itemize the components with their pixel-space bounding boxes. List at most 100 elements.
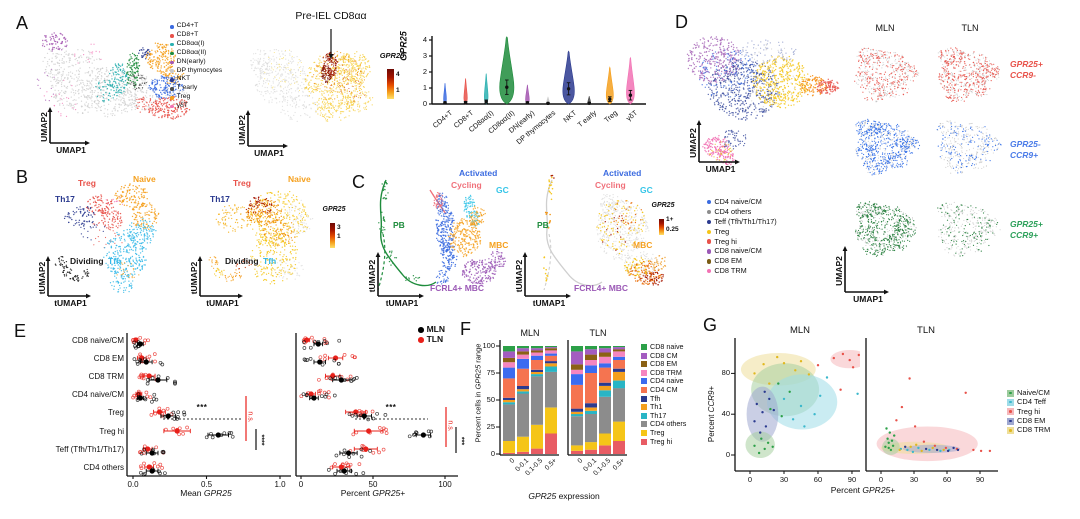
c-cluster-fcrl4-2: FCRL4+ MBC <box>574 283 629 293</box>
d-celltype-legend-item: CD4 naive/CM <box>714 196 762 206</box>
f-celltype-legend-item: CD8 EM <box>650 359 678 369</box>
a-umap-gpr25 <box>250 49 374 122</box>
g-xtick: 90 <box>847 475 857 484</box>
a-celltype-legend-marker <box>170 25 174 29</box>
g-xtick: 90 <box>975 475 985 484</box>
panel-label-e: E <box>14 321 27 341</box>
f-celltype-legend-marker <box>641 421 647 428</box>
a-celltype-legend-item: γδT <box>176 101 188 109</box>
a-umap1-axes-ylabel: UMAP2 <box>38 112 49 142</box>
e-xtick: 0.0 <box>127 480 139 489</box>
e-row-label: Treg <box>107 408 124 417</box>
g-ytick: 80 <box>721 368 730 378</box>
a-umap1-axes-xlabel: UMAP1 <box>56 145 86 155</box>
f-celltype-legend-marker <box>641 352 647 359</box>
f-celltype-legend-item: Tfh <box>650 393 661 403</box>
f-celltype-legend-item: CD4 naive <box>650 376 684 386</box>
d-celltype-legend-marker <box>707 199 712 205</box>
a-celltype-legend-marker <box>170 104 174 109</box>
g-group-legend-item: CD8 TRM <box>1017 425 1051 435</box>
a-celltype-legend-marker <box>170 69 174 74</box>
panel-label-b: B <box>16 167 29 187</box>
e-xtick: 0 <box>298 480 304 489</box>
panel-label-f: F <box>460 319 471 339</box>
a-celltype-legend-marker <box>170 60 174 65</box>
b-cluster-treg-2: Treg <box>233 178 251 188</box>
g-scatter-tln <box>865 338 998 474</box>
g-group-legend-marker <box>1007 408 1014 416</box>
e-series-legend-item: TLN <box>426 334 444 345</box>
d-celltype-legend-item: Treg <box>714 226 730 236</box>
b-tumap-clusters <box>54 183 160 294</box>
f-celltype-legend-marker <box>641 430 647 436</box>
e-xlabel: Mean GPR25 <box>180 488 232 498</box>
f-ytick: 25 <box>486 422 495 431</box>
d-col-header-tln: TLN <box>961 23 979 33</box>
c-tumap-axes-2-ylabel: tUMAP2 <box>513 259 524 293</box>
e-row-label: CD4 naive/CM <box>71 390 124 399</box>
e-series-legend-item: MLN <box>426 324 446 335</box>
f-celltype-legend-marker <box>641 378 647 385</box>
a-violin-plot: "/> <box>429 36 646 106</box>
b-tumap-axes-1 <box>45 256 91 299</box>
f-ytick: 75 <box>486 368 495 377</box>
d-celltype-legend-marker <box>707 269 712 274</box>
a-celltype-legend-item: T early <box>176 84 198 92</box>
violin-ytick: 1 <box>422 83 427 92</box>
f-celltype-legend-item: CD4 others <box>650 419 687 429</box>
f-celltype-legend-item: CD8 CM <box>650 350 678 360</box>
f-celltype-legend-item: CD8 naive <box>650 342 684 352</box>
a-celltype-legend-item: DP thymocytes <box>176 66 223 74</box>
b-cluster-th17: Th17 <box>55 194 75 204</box>
d-mini-mln-gpr25neg-ccr9pos <box>854 118 921 176</box>
d-row1-label2: CCR9- <box>1010 70 1036 80</box>
b-cluster-treg: Treg <box>78 178 96 188</box>
f-bars-tln <box>567 340 627 456</box>
f-xlabel: GPR25 expression <box>528 491 600 501</box>
a-celltype-legend-marker <box>170 87 174 91</box>
e-series-legend-marker <box>418 337 424 343</box>
e-xtick: 0.5 <box>200 480 213 489</box>
b-gpr25-colorbar-tick: 1 <box>337 232 341 240</box>
b-cluster-naive: Naive <box>133 174 156 184</box>
f-ytick: 50 <box>486 395 495 404</box>
a-celltype-legend-item: CD8+T <box>176 31 199 39</box>
f-celltype-legend-marker <box>641 395 647 402</box>
e-xlabel: Percent GPR25+ <box>340 488 406 498</box>
b-cluster-dividing: Dividing <box>70 256 104 266</box>
f-celltype-legend-marker <box>641 361 647 368</box>
a-celltype-legend-item: Treg <box>176 93 191 101</box>
e-sig-stars-right: *** <box>385 403 397 412</box>
d-celltype-legend-marker <box>707 249 712 254</box>
a-celltype-legend-item: NKT <box>176 75 191 83</box>
c-cluster-activated-2: Activated <box>603 168 642 178</box>
e-row-label: CD8 EM <box>93 354 124 363</box>
g-group-legend-item: Treg hi <box>1017 406 1041 416</box>
b-tumap-axes-1-xlabel: tUMAP1 <box>54 298 87 308</box>
g-plot-header-mln: MLN <box>789 325 811 336</box>
e-row-label: CD8 naive/CM <box>71 336 124 345</box>
b-gpr25-colorbar-gradient <box>330 223 335 248</box>
g-xtick: 30 <box>909 475 919 484</box>
b-cluster-naive-2: Naive <box>288 174 311 184</box>
a-celltype-legend-marker <box>170 96 174 100</box>
d-row3-label1: GPR25+ <box>1010 219 1043 229</box>
f-celltype-legend-item: Th1 <box>650 402 663 412</box>
c-cluster-pb: PB <box>393 220 405 230</box>
e-sig-4stars-left: **** <box>257 434 265 446</box>
b-cluster-tfh: Tfh <box>108 256 122 266</box>
a-celltype-legend-item: DN(early) <box>176 57 206 65</box>
c-tumap-axes-2-xlabel: tUMAP1 <box>532 298 566 308</box>
d-celltype-legend-item: CD8 TRM <box>714 266 747 276</box>
f-celltype-legend-marker <box>641 387 647 393</box>
b-gpr25-colorbar-tick: 3 <box>337 223 341 231</box>
f-celltype-legend-marker <box>641 404 647 411</box>
violin-ytick: 0 <box>422 99 427 108</box>
a-gpr25-colorbar-tick: 1 <box>396 86 400 94</box>
f-celltype-legend-item: Th17 <box>650 410 667 420</box>
g-group-legend-marker <box>1007 417 1014 425</box>
b-gpr25-colorbar <box>330 223 335 248</box>
c-cluster-pb-2: PB <box>537 220 549 230</box>
g-group-legend-item: CD4 Teff <box>1017 397 1046 407</box>
e-sig-ns-right: n.s. <box>446 420 454 432</box>
